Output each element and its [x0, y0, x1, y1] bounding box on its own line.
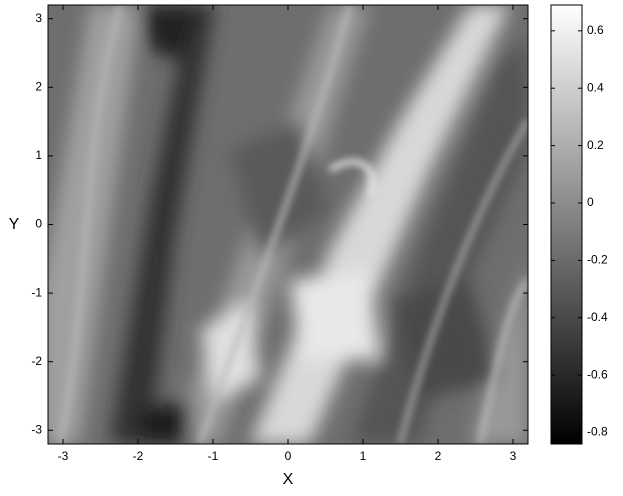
- colorbar-tick-label: 0.4: [587, 80, 604, 94]
- colorbar-tick-label: 0.2: [587, 138, 604, 152]
- colorbar-tick-label: -0.4: [587, 310, 608, 324]
- y-tick-label: 2: [35, 79, 42, 93]
- y-tick-label: 1: [35, 148, 42, 162]
- y-tick-label: 0: [35, 217, 42, 231]
- y-tick-label: -3: [31, 422, 42, 436]
- x-axis-label: X: [283, 471, 294, 488]
- x-tick-label: 3: [510, 449, 517, 463]
- colorbar-tick-label: -0.8: [587, 425, 608, 439]
- colorbar: [550, 4, 583, 445]
- y-tick-label: -2: [31, 354, 42, 368]
- x-tick-label: 2: [435, 449, 442, 463]
- x-tick-label: -3: [58, 449, 69, 463]
- y-axis-label: Y: [9, 216, 20, 233]
- colorbar-tick-label: 0.6: [587, 23, 604, 37]
- colorbar-tick-label: -0.2: [587, 253, 608, 267]
- y-tick-label: -1: [31, 285, 42, 299]
- x-tick-label: 1: [360, 449, 367, 463]
- y-tick-label: 3: [35, 11, 42, 25]
- colorbar-tick-label: 0: [587, 195, 594, 209]
- x-tick-label: 0: [285, 449, 292, 463]
- heatmap-field: [48, 5, 528, 444]
- x-tick-label: -1: [208, 449, 219, 463]
- colorbar-tick-label: -0.6: [587, 367, 608, 381]
- x-tick-label: -2: [133, 449, 144, 463]
